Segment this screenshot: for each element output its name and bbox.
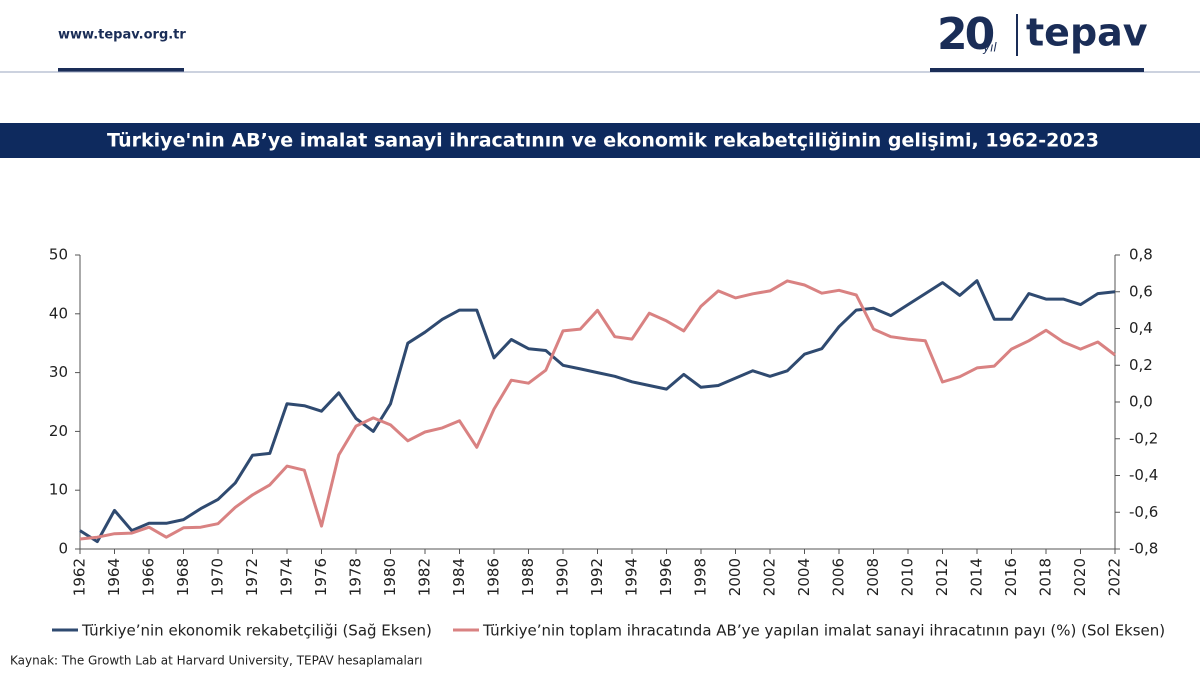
y2-tick-label: 0,6 (1129, 282, 1153, 300)
x-tick-label: 1972 (243, 558, 261, 596)
y-tick-label: 30 (49, 363, 68, 381)
y2-tick-label: -0,6 (1129, 503, 1158, 521)
legend-label: Türkiye’nin ekonomik rekabetçiliği (Sağ … (81, 622, 432, 640)
logo-underline (930, 68, 1144, 72)
legend-label: Türkiye’nin toplam ihracatında AB’ye yap… (482, 622, 1165, 640)
x-tick-label: 2022 (1106, 558, 1124, 596)
x-tick-label: 1976 (312, 558, 330, 596)
url-underline (58, 68, 184, 72)
x-tick-label: 2000 (726, 558, 744, 596)
y-tick-label: 50 (49, 246, 68, 264)
x-tick-label: 1990 (554, 558, 572, 596)
logo-suffix: yıl (982, 41, 997, 55)
x-tick-label: 1984 (450, 558, 468, 596)
x-tick-label: 1996 (657, 558, 675, 596)
x-tick-label: 1978 (347, 558, 365, 596)
y-tick-label: 10 (49, 481, 68, 499)
logo-number: 20 (937, 9, 994, 60)
x-tick-label: 2008 (864, 558, 882, 596)
x-tick-label: 2004 (795, 558, 813, 596)
x-tick-label: 1974 (278, 558, 296, 596)
y-tick-label: 40 (49, 304, 68, 322)
y2-tick-label: 0,4 (1129, 319, 1153, 337)
site-url: www.tepav.org.tr (58, 28, 186, 43)
logo-name: tepav (1026, 11, 1148, 55)
x-tick-label: 2006 (830, 558, 848, 596)
x-tick-label: 1998 (692, 558, 710, 596)
y2-tick-label: 0,0 (1129, 393, 1153, 411)
x-tick-label: 1982 (416, 558, 434, 596)
title-bar (0, 123, 1200, 158)
x-tick-label: 2012 (933, 558, 951, 596)
x-tick-label: 2002 (761, 558, 779, 596)
x-tick-label: 2018 (1037, 558, 1055, 596)
x-tick-label: 2020 (1071, 558, 1089, 596)
x-tick-label: 1968 (174, 558, 192, 596)
x-tick-label: 2014 (968, 558, 986, 596)
y2-tick-label: -0,2 (1129, 429, 1158, 447)
x-tick-label: 1992 (588, 558, 606, 596)
source: Kaynak: The Growth Lab at Harvard Univer… (10, 654, 422, 668)
y-tick-label: 0 (58, 540, 68, 558)
y2-tick-label: 0,2 (1129, 356, 1153, 374)
x-tick-label: 1962 (71, 558, 89, 596)
x-tick-label: 1994 (623, 558, 641, 596)
x-tick-label: 1988 (519, 558, 537, 596)
x-tick-label: 1964 (105, 558, 123, 596)
y-tick-label: 20 (49, 422, 68, 440)
y2-tick-label: -0,4 (1129, 466, 1158, 484)
series-line (79, 279, 1116, 544)
x-tick-label: 1966 (140, 558, 158, 596)
y2-tick-label: -0,8 (1129, 540, 1158, 558)
x-tick-label: 2010 (899, 558, 917, 596)
x-tick-label: 2016 (1002, 558, 1020, 596)
series-line (79, 279, 1116, 541)
x-tick-label: 1970 (209, 558, 227, 596)
y2-tick-label: 0,8 (1129, 246, 1153, 264)
chart-title: Türkiye'nin AB’ye imalat sanayi ihracatı… (107, 130, 1099, 152)
x-tick-label: 1980 (381, 558, 399, 596)
x-tick-label: 1986 (485, 558, 503, 596)
